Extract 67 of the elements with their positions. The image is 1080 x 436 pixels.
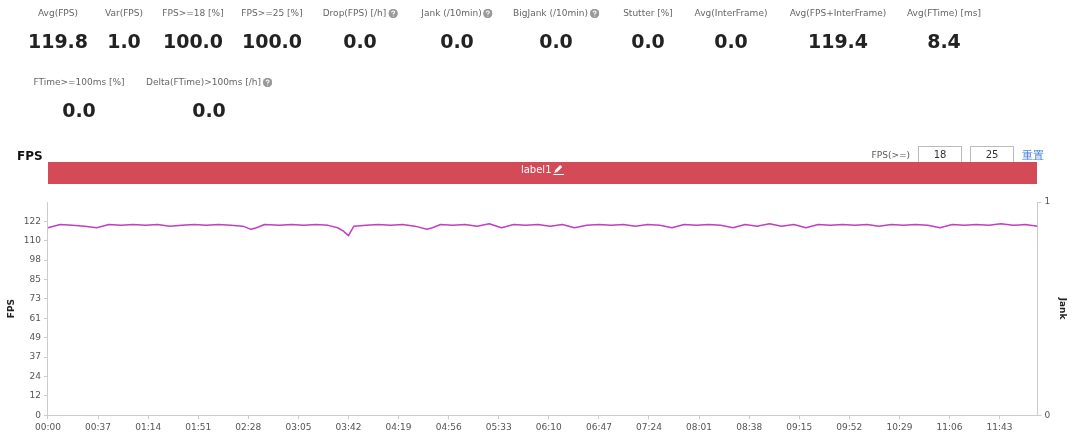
y-tick-label: 24 <box>29 370 42 381</box>
text: 119.8 <box>27 30 89 52</box>
x-tick-label: 03:05 <box>285 421 312 432</box>
text: 0.0 <box>440 30 474 52</box>
text: 0.0 <box>714 30 748 52</box>
category-label: Avg(FTime) [ms] <box>906 8 982 18</box>
y-tick-label: 85 <box>29 273 41 284</box>
text: FPS(>=) <box>871 150 910 160</box>
category-label: Avg(FPS) <box>37 8 79 18</box>
text: 0.0 <box>192 99 226 121</box>
x-tick-label: 11:43 <box>986 421 1013 432</box>
category-label: BigJank (/10min) <box>513 8 588 18</box>
x-tick-label: 01:14 <box>135 421 162 432</box>
y-tick-label: 49 <box>29 332 42 343</box>
y2-tick-label: 1 <box>1044 196 1051 207</box>
y-tick-label: 0 <box>35 409 42 420</box>
text: 25 <box>970 146 1014 164</box>
x-tick-label: 01:51 <box>185 421 212 432</box>
x-tick-label: 06:47 <box>585 421 612 432</box>
text: 18 <box>918 146 962 164</box>
x-tick-label: 08:38 <box>736 421 763 432</box>
x-tick-label: 11:06 <box>936 421 963 432</box>
text: 8.4 <box>927 30 961 52</box>
y-tick-label: 61 <box>29 312 41 323</box>
category-label: Avg(InterFrame) <box>694 8 768 18</box>
category-label: Jank (/10min) <box>421 8 482 18</box>
category-label: Delta(FTime)>100ms [/h] <box>146 77 261 87</box>
text: 重置 <box>1022 147 1044 163</box>
x-tick-label: 09:15 <box>786 421 813 432</box>
x-tick-label: 03:42 <box>335 421 362 432</box>
category-label: FPS>=25 [%] <box>241 8 303 18</box>
x-tick-label: 00:00 <box>35 421 62 432</box>
chart-title: FPS <box>17 149 43 163</box>
y-axis-title: FPS <box>5 298 16 319</box>
y2-axis-title: Jank <box>1058 296 1069 321</box>
category-label: FTime>=100ms [%] <box>33 77 125 87</box>
x-tick-label: 10:29 <box>886 421 913 432</box>
x-tick-label: 02:28 <box>235 421 262 432</box>
x-tick-label: 08:01 <box>686 421 713 432</box>
x-tick-label: 04:56 <box>435 421 462 432</box>
category-label: Drop(FPS) [/h] <box>322 8 387 18</box>
x-tick-label: 05:33 <box>485 421 512 432</box>
text: 100.0 <box>162 30 224 52</box>
y2-tick-label: 0 <box>1044 409 1051 420</box>
y-tick-label: 37 <box>29 351 41 362</box>
y-tick-label: 110 <box>23 235 42 246</box>
category-label: Stutter [%] <box>623 8 673 18</box>
text: 0.0 <box>62 99 96 121</box>
y-tick-label: 73 <box>29 293 41 304</box>
text: 0.0 <box>631 30 665 52</box>
x-tick-label: 09:52 <box>836 421 863 432</box>
y-tick-label: 122 <box>23 215 41 226</box>
text: 1.0 <box>107 30 141 52</box>
category-label: Var(FPS) <box>104 8 144 18</box>
category-label: Avg(FPS+InterFrame) <box>789 8 887 18</box>
text: 0.0 <box>343 30 377 52</box>
x-tick-label: 00:37 <box>85 421 112 432</box>
text: 100.0 <box>241 30 303 52</box>
x-tick-label: 04:19 <box>385 421 412 432</box>
category-label: FPS>=18 [%] <box>162 8 224 18</box>
x-tick-label: 07:24 <box>636 421 663 432</box>
y-tick-label: 98 <box>29 254 42 265</box>
text: 0.0 <box>539 30 573 52</box>
x-tick-label: 06:10 <box>535 421 563 432</box>
text: 119.4 <box>807 30 869 52</box>
y-tick-label: 12 <box>29 390 41 401</box>
text: label1 <box>520 164 552 175</box>
